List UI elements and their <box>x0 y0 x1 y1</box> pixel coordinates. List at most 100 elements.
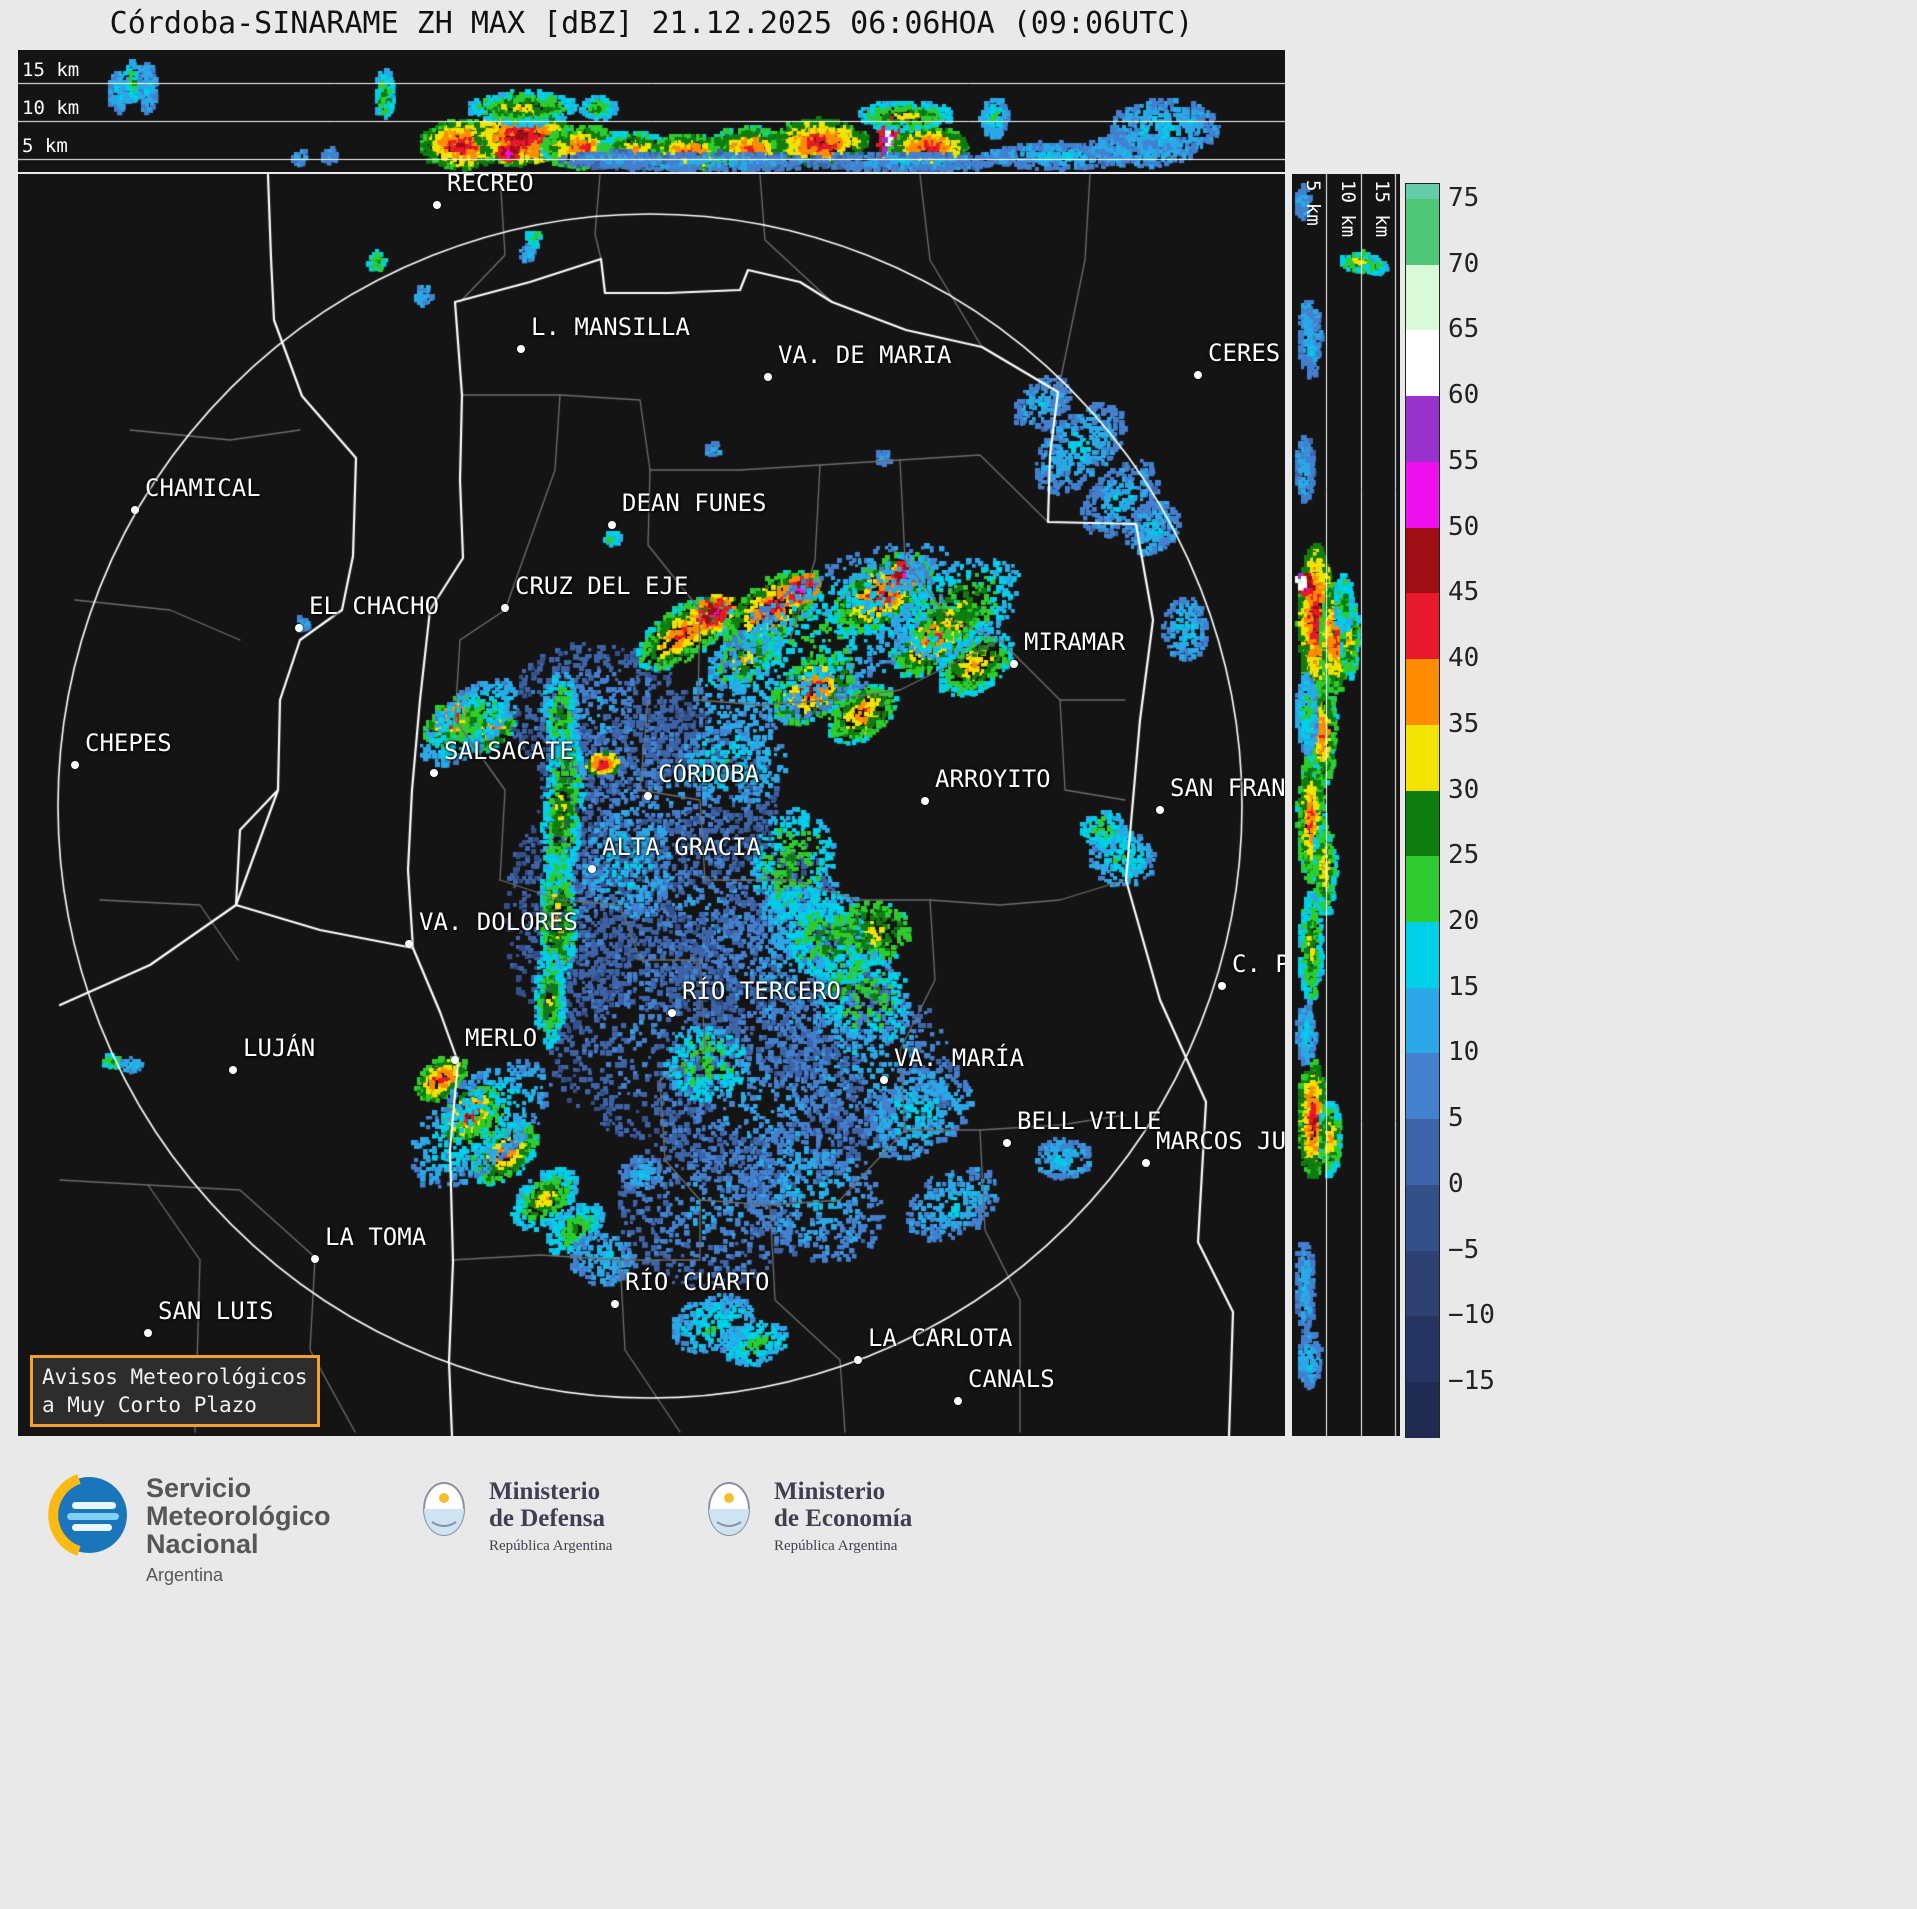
radar-map-canvas <box>18 174 1285 1436</box>
city-label: VA. MARÍA <box>894 1044 1025 1072</box>
city-label: RÍO TERCERO <box>682 977 841 1005</box>
colorbar-segment <box>1406 790 1439 857</box>
colorbar-tick-label: 25 <box>1448 840 1480 871</box>
height-axis-label: 5 km <box>1302 180 1324 226</box>
city-dot <box>405 940 413 948</box>
city-label: LUJÁN <box>243 1034 316 1062</box>
cross-section-top-panel: 15 km 10 km 5 km <box>18 50 1285 172</box>
warning-notice-line2: a Muy Corto Plazo <box>42 1393 257 1417</box>
city-label: LA CARLOTA <box>868 1324 1013 1352</box>
city-dot <box>144 1329 152 1337</box>
height-axis-label: 10 km <box>1337 180 1359 238</box>
city-label: SALSACATE <box>444 737 575 765</box>
city-dot <box>1142 1159 1150 1167</box>
footer: Servicio Meteorológico Nacional Argentin… <box>0 1440 1917 1909</box>
colorbar-segment <box>1406 1250 1439 1317</box>
defensa-line3: República Argentina <box>489 1538 613 1554</box>
city-label: ARROYITO <box>935 765 1051 793</box>
city-label: CRUZ DEL EJE <box>515 572 689 600</box>
defensa-logo-block: Ministerio de Defensa República Argentin… <box>415 1478 612 1555</box>
city-label: MIRAMAR <box>1024 628 1126 656</box>
city-dot <box>611 1300 619 1308</box>
smn-line4: Argentina <box>146 1565 224 1585</box>
defensa-seal-icon <box>423 1482 465 1536</box>
city-label: RECREO <box>447 174 534 197</box>
economia-text: Ministerio de Economía República Argenti… <box>774 1478 912 1555</box>
city-label: VA. DE MARIA <box>778 341 952 369</box>
colorbar-segment <box>1406 724 1439 791</box>
smn-line2: Meteorológico <box>146 1501 331 1531</box>
colorbar-tick-label: 70 <box>1448 248 1480 279</box>
city-label: LA TOMA <box>325 1223 427 1251</box>
colorbar-tick-label: 5 <box>1448 1103 1464 1134</box>
economia-line2: de Economía <box>774 1505 913 1532</box>
economia-line3: República Argentina <box>774 1538 898 1554</box>
economia-line1: Ministerio <box>774 1478 886 1505</box>
defensa-text: Ministerio de Defensa República Argentin… <box>489 1478 612 1555</box>
economia-seal-icon <box>708 1482 750 1536</box>
colorbar-segment <box>1406 264 1439 331</box>
city-label: SAN LUIS <box>158 1297 274 1325</box>
height-axis-label: 10 km <box>22 97 80 119</box>
city-label: C. P <box>1232 950 1285 978</box>
city-dot <box>451 1056 459 1064</box>
colorbar-segment <box>1406 1119 1439 1186</box>
colorbar-tick-label: 55 <box>1448 445 1480 476</box>
city-label: CÓRDOBA <box>658 760 760 788</box>
city-label: DEAN FUNES <box>622 489 767 517</box>
city-dot <box>229 1066 237 1074</box>
colorbar-tick-label: 10 <box>1448 1037 1480 1068</box>
warning-notice-box: Avisos Meteorológicos a Muy Corto Plazo <box>30 1355 320 1427</box>
city-dot <box>295 624 303 632</box>
city-label: RÍO CUARTO <box>625 1268 770 1296</box>
colorbar-segment <box>1406 593 1439 660</box>
cross-section-right-canvas <box>1292 174 1400 1436</box>
dbz-colorbar <box>1405 183 1440 1438</box>
city-label: CHAMICAL <box>145 474 261 502</box>
city-dot <box>501 604 509 612</box>
city-dot <box>433 201 441 209</box>
city-label: SAN FRAN <box>1170 774 1285 802</box>
city-dot <box>71 761 79 769</box>
city-dot <box>430 769 438 777</box>
colorbar-tick-label: −5 <box>1448 1234 1480 1265</box>
smn-line3: Nacional <box>146 1529 259 1559</box>
height-axis-label: 5 km <box>22 135 68 157</box>
city-label: CERES <box>1208 339 1281 367</box>
smn-logo-block: Servicio Meteorológico Nacional Argentin… <box>48 1474 331 1589</box>
smn-text: Servicio Meteorológico Nacional Argentin… <box>146 1474 331 1589</box>
city-dot <box>131 506 139 514</box>
colorbar-tick-label: 75 <box>1448 183 1480 213</box>
colorbar-segment <box>1406 921 1439 989</box>
colorbar-tick-label: 45 <box>1448 577 1480 608</box>
city-dot <box>588 865 596 873</box>
city-label: L. MANSILLA <box>531 313 690 341</box>
colorbar-tick-label: 40 <box>1448 643 1480 674</box>
colorbar-segment <box>1406 184 1439 200</box>
colorbar-segment <box>1406 199 1439 266</box>
height-axis-label: 15 km <box>22 59 80 81</box>
cross-section-right-panel: 5 km 10 km 15 km <box>1292 174 1400 1436</box>
colorbar-segment <box>1406 987 1439 1054</box>
height-axis-label: 15 km <box>1371 180 1393 238</box>
colorbar-tick-label: −15 <box>1448 1366 1495 1396</box>
colorbar-segment <box>1406 527 1439 594</box>
city-dot <box>954 1397 962 1405</box>
city-dot <box>880 1076 888 1084</box>
city-dot <box>668 1009 676 1017</box>
colorbar-segment <box>1406 1053 1439 1120</box>
colorbar-segment <box>1406 396 1439 463</box>
city-dot <box>1218 982 1226 990</box>
colorbar-tick-label: 20 <box>1448 905 1480 936</box>
city-dot <box>921 797 929 805</box>
city-dot <box>311 1255 319 1263</box>
colorbar-tick-label: 50 <box>1448 511 1480 542</box>
defensa-line2: de Defensa <box>489 1505 605 1532</box>
city-dot <box>1156 806 1164 814</box>
colorbar-tick-label: 15 <box>1448 971 1480 1002</box>
colorbar-segment <box>1406 1382 1439 1438</box>
smn-line1: Servicio <box>146 1473 252 1503</box>
city-label: ALTA GRACIA <box>602 833 761 861</box>
city-dot <box>764 373 772 381</box>
